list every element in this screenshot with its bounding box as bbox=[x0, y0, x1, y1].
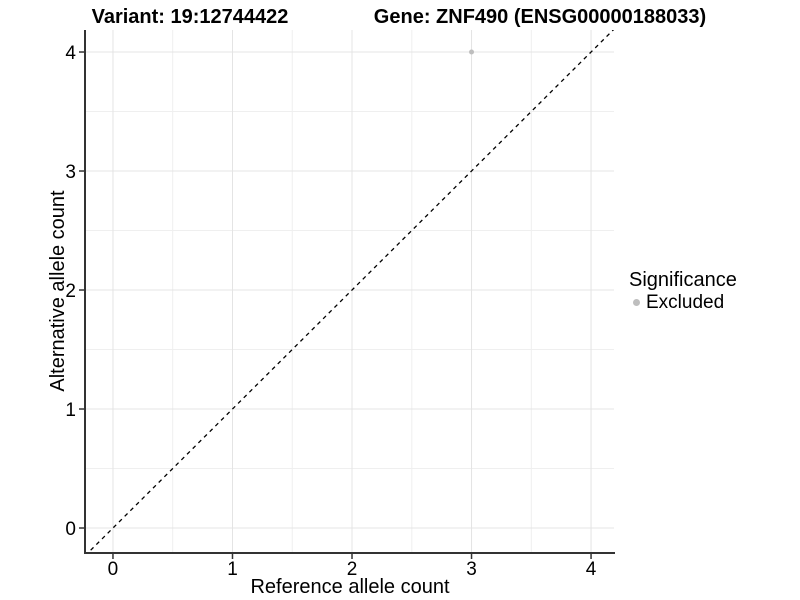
y-tick-label: 0 bbox=[65, 519, 76, 540]
x-tick-label: 4 bbox=[586, 559, 597, 580]
legend-item-excluded: Excluded bbox=[629, 292, 737, 313]
data-point bbox=[469, 49, 475, 55]
legend-title: Significance bbox=[629, 269, 737, 291]
x-tick-label: 2 bbox=[347, 559, 358, 580]
y-tick-label: 3 bbox=[65, 162, 76, 183]
x-tick-label: 0 bbox=[108, 559, 119, 580]
identity-reference-line bbox=[86, 30, 614, 553]
variant-title: Variant: 19:12744422 bbox=[91, 6, 289, 28]
legend-point-icon bbox=[633, 299, 640, 306]
gene-title: Gene: ZNF490 (ENSG00000188033) bbox=[373, 6, 707, 28]
y-axis-title: Alternative allele count bbox=[47, 190, 69, 392]
legend: Significance Excluded bbox=[629, 269, 737, 313]
legend-item-label: Excluded bbox=[646, 292, 725, 313]
y-tick-label: 4 bbox=[65, 43, 76, 64]
x-tick-label: 1 bbox=[227, 559, 238, 580]
y-tick-label: 1 bbox=[65, 400, 76, 421]
x-tick-label: 3 bbox=[466, 559, 477, 580]
x-axis-title: Reference allele count bbox=[250, 576, 450, 598]
y-tick-label: 2 bbox=[65, 281, 76, 302]
